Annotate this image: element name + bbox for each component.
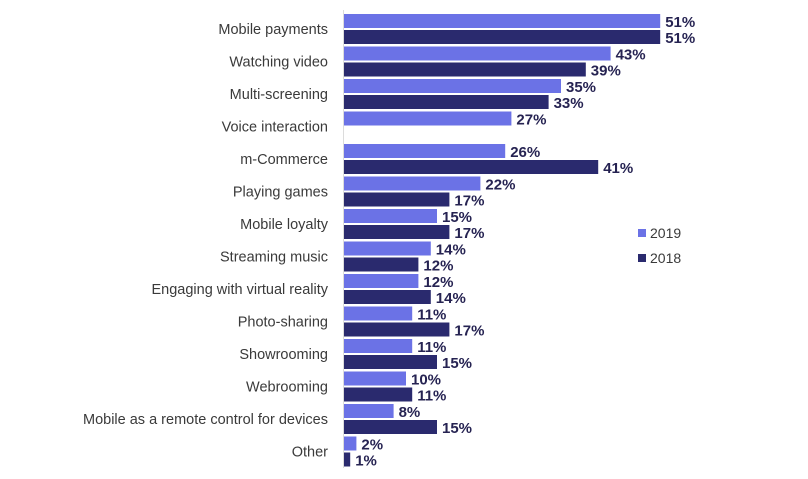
value-label-2019-showrooming: 11% — [417, 339, 446, 356]
bar-2018-mobile-loyalty — [344, 225, 450, 239]
value-label-2018-engaging-with-virtual-reality: 14% — [436, 290, 466, 307]
value-label-2019-mobile-loyalty: 15% — [442, 209, 472, 226]
bar-2018-mobile-as-a-remote-control-for-devices — [344, 420, 437, 434]
bar-2019-multi-screening — [344, 79, 561, 93]
bar-2018-playing-games — [344, 192, 450, 207]
value-label-2018-other: 1% — [355, 453, 377, 470]
bar-2019-photo-sharing — [344, 306, 413, 321]
bar-2019-mobile-payments — [344, 14, 661, 28]
value-label-2019-photo-sharing: 11% — [417, 307, 446, 324]
bar-2019-mobile-loyalty — [344, 209, 437, 223]
value-label-2018-mobile-payments: 51% — [665, 30, 695, 47]
category-label-mobile-as-a-remote-control-for-devices: Mobile as a remote control for devices — [83, 412, 328, 428]
bar-2019-watching-video — [344, 46, 611, 61]
category-label-photo-sharing: Photo-sharing — [238, 315, 328, 331]
value-label-2019-webrooming: 10% — [411, 372, 441, 389]
bar-2019-playing-games — [344, 176, 481, 191]
bar-2018-mobile-payments — [344, 30, 661, 44]
category-label-other: Other — [292, 445, 328, 461]
value-label-2018-multi-screening: 33% — [554, 95, 584, 112]
value-label-2019-m-commerce: 26% — [510, 144, 540, 161]
category-label-mobile-loyalty: Mobile loyalty — [240, 217, 329, 233]
value-label-2018-mobile-loyalty: 17% — [454, 225, 484, 242]
bar-2018-webrooming — [344, 387, 413, 402]
value-label-2018-playing-games: 17% — [454, 193, 484, 210]
bar-2018-photo-sharing — [344, 322, 450, 337]
category-label-webrooming: Webrooming — [246, 380, 328, 396]
value-label-2018-showrooming: 15% — [442, 355, 472, 372]
bar-2019-engaging-with-virtual-reality — [344, 274, 419, 288]
value-label-2018-streaming-music: 12% — [423, 258, 453, 275]
bar-2019-showrooming — [344, 339, 413, 353]
category-label-multi-screening: Multi-screening — [230, 87, 328, 103]
bar-2019-m-commerce — [344, 144, 506, 158]
category-label-showrooming: Showrooming — [239, 347, 328, 363]
category-label-watching-video: Watching video — [229, 55, 328, 71]
bar-2018-other — [344, 452, 351, 467]
legend-swatch-2018 — [638, 254, 646, 262]
bar-2019-mobile-as-a-remote-control-for-devices — [344, 404, 394, 418]
bar-2018-engaging-with-virtual-reality — [344, 290, 431, 304]
legend-label-2018: 2018 — [650, 250, 681, 266]
bar-2019-webrooming — [344, 371, 406, 386]
legend-label-2019: 2019 — [650, 225, 681, 241]
bar-2018-m-commerce — [344, 160, 599, 174]
category-label-playing-games: Playing games — [233, 185, 328, 201]
category-label-streaming-music: Streaming music — [220, 250, 328, 266]
value-label-2018-m-commerce: 41% — [603, 160, 633, 177]
bar-2019-other — [344, 436, 357, 451]
legend-swatch-2019 — [638, 229, 646, 237]
value-label-2018-webrooming: 11% — [417, 388, 446, 405]
value-label-2019-multi-screening: 35% — [566, 79, 596, 96]
category-label-m-commerce: m-Commerce — [240, 152, 328, 168]
legend: 2019 2018 — [638, 225, 681, 266]
bar-2018-streaming-music — [344, 257, 419, 272]
value-label-2019-streaming-music: 14% — [436, 242, 466, 259]
value-label-2019-watching-video: 43% — [616, 47, 646, 64]
bars-group — [344, 14, 661, 467]
value-label-2019-other: 2% — [361, 437, 383, 454]
bar-2018-multi-screening — [344, 95, 549, 109]
value-label-2019-playing-games: 22% — [485, 177, 515, 194]
value-label-2019-mobile-as-a-remote-control-for-devices: 8% — [399, 404, 421, 421]
value-label-2018-mobile-as-a-remote-control-for-devices: 15% — [442, 420, 472, 437]
category-label-mobile-payments: Mobile payments — [218, 22, 328, 38]
bar-2018-watching-video — [344, 62, 586, 77]
value-label-2019-voice-interaction: 27% — [516, 112, 546, 129]
value-label-2018-photo-sharing: 17% — [454, 323, 484, 340]
bar-2018-showrooming — [344, 355, 437, 369]
labels-group: Mobile payments 51%51% Watching video 43%39… — [83, 14, 695, 470]
value-label-2019-engaging-with-virtual-reality: 12% — [423, 274, 453, 291]
value-label-2019-mobile-payments: 51% — [665, 14, 695, 31]
bar-2019-streaming-music — [344, 241, 431, 256]
category-label-engaging-with-virtual-reality: Engaging with virtual reality — [151, 282, 328, 298]
value-label-2018-watching-video: 39% — [591, 63, 621, 80]
category-label-voice-interaction: Voice interaction — [222, 120, 328, 136]
bar-2019-voice-interaction — [344, 111, 512, 126]
